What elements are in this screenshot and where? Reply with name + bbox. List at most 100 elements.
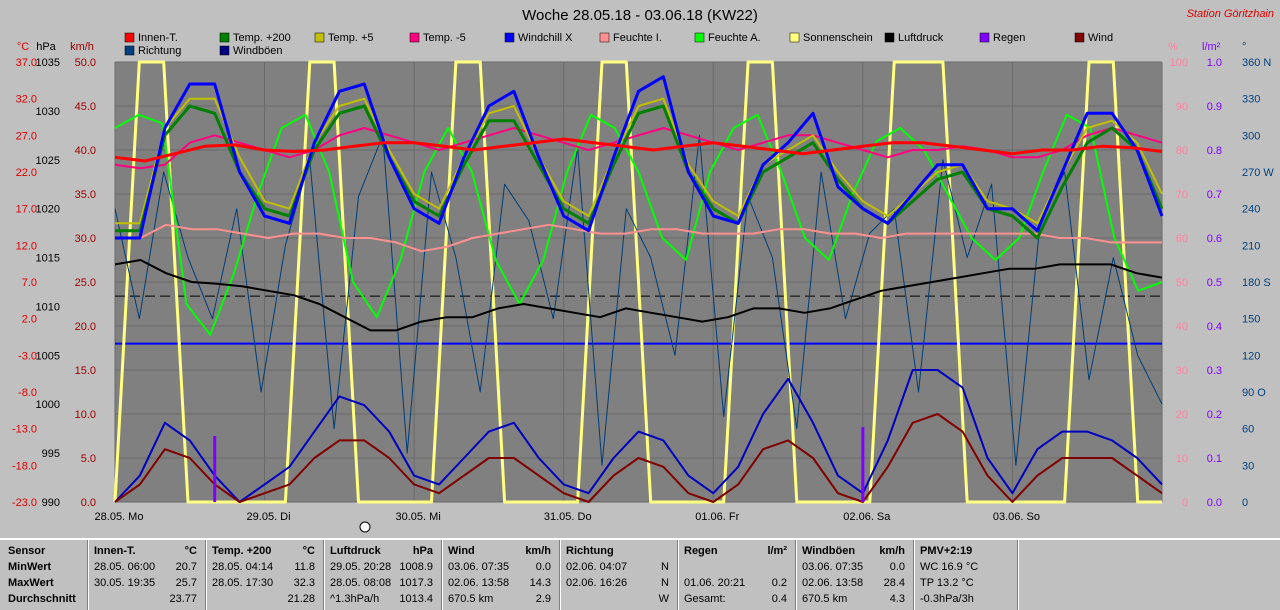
- legend-swatch: [979, 32, 990, 43]
- legend-label: Wind: [1088, 32, 1113, 44]
- axis-left-tick: 15.0: [75, 365, 96, 377]
- series-temp5: [115, 97, 1163, 225]
- axis-left-tick: 5.0: [81, 453, 96, 465]
- axis-left-tick: 1010: [36, 301, 60, 313]
- axis-right-tick: 0.5: [1207, 277, 1222, 289]
- stats-luft-max-time: 28.05. 08:08: [330, 577, 392, 589]
- stats-richtung-title: Richtung: [566, 545, 614, 557]
- axis-right-tick: 50: [1176, 277, 1188, 289]
- series-sonne: [113, 60, 1162, 504]
- series-richtung: [114, 134, 1163, 466]
- axis-left-tick: 1000: [36, 399, 60, 411]
- stats-boeen-unit: km/h: [879, 545, 905, 557]
- stats-innen-unit: °C: [184, 545, 197, 557]
- axis-left-tick: 7.0: [22, 277, 37, 289]
- stats-temp-max-value: 32.3: [293, 577, 315, 589]
- stats-wind-title: Wind: [448, 545, 475, 557]
- axis-left-tick: 1015: [36, 253, 60, 265]
- legend-label: Sonnenschein: [803, 32, 873, 44]
- stats-pmv-min: WC 16.9 °C: [920, 561, 979, 573]
- axis-left-tick: -3.0: [18, 350, 37, 362]
- stats-luft-col: Luftdruck hPa 29.05. 20:28 1008.9 28.05. 0…: [324, 540, 443, 610]
- x-axis-label: 01.06. Fr: [695, 511, 739, 523]
- stats-regen-total: 0.4: [771, 593, 787, 605]
- axis-right-tick: 0.1: [1207, 453, 1222, 465]
- axis-left-tick: 1020: [36, 204, 60, 216]
- axis-left-tick: 995: [42, 448, 60, 460]
- stats-innen-max-time: 30.05. 19:35: [94, 577, 156, 589]
- axis-right-tick: 240: [1242, 204, 1260, 216]
- axis-left-tick: 25.0: [75, 277, 96, 289]
- stats-regen-total-label: Gesamt:: [684, 593, 726, 605]
- stats-sensor-label: Sensor: [8, 545, 46, 557]
- stats-min-label: MinWert: [8, 561, 52, 573]
- stats-regen-col: Regen l/m² 01.06. 20:21 0.2 Gesamt: 0.4: [678, 540, 797, 610]
- stats-richtung-max-time: 02.06. 16:26: [566, 577, 628, 589]
- legend-swatch: [599, 32, 610, 43]
- legend-label: Feuchte A.: [708, 32, 761, 44]
- stats-boeen-min-value: 0.0: [889, 561, 905, 573]
- stats-luft-max-value: 1017.3: [399, 577, 433, 589]
- stats-pmv-avg: -0.3hPa/3h: [920, 593, 974, 605]
- axis-right-tick: 0.4: [1207, 321, 1222, 333]
- x-axis-label: 31.05. Do: [544, 511, 592, 523]
- stats-temp-min-value: 11.8: [294, 561, 315, 573]
- stats-temp-avg: 21.28: [287, 593, 315, 605]
- legend-label: Regen: [993, 32, 1025, 44]
- legend-swatch: [884, 32, 895, 43]
- stats-luft-trend: ^1.3hPa/h: [330, 593, 380, 605]
- stats-luft-title: Luftdruck: [330, 545, 381, 557]
- stats-boeen-max-time: 02.06. 13:58: [802, 577, 864, 589]
- stats-richtung-min-value: N: [661, 561, 669, 573]
- axis-left-tick: 20.0: [75, 321, 96, 333]
- stats-boeen-min-time: 03.06. 07:35: [802, 561, 864, 573]
- axis-right-tick: 150: [1242, 314, 1260, 326]
- axis-left-tick: 1035: [36, 57, 60, 69]
- series-feuchteI: [115, 223, 1162, 253]
- legend-label: Windchill X: [518, 32, 573, 44]
- stats-luft-min-value: 1008.9: [399, 561, 433, 573]
- stats-max-label: MaxWert: [8, 577, 54, 589]
- legend-swatch: [1074, 32, 1085, 43]
- stats-regen-max-time: 01.06. 20:21: [684, 577, 746, 589]
- legend-label: Luftdruck: [898, 32, 944, 44]
- axis-left-tick: 1005: [36, 350, 60, 362]
- axis-right-tick: 0.0: [1207, 497, 1222, 509]
- axis-left-tick: -18.0: [12, 460, 37, 472]
- legend-label: Temp. +200: [233, 32, 291, 44]
- axis-right-tick: 270 W: [1242, 167, 1274, 179]
- axis-left-tick: 45.0: [75, 101, 96, 113]
- axis-left-tick: 10.0: [75, 409, 96, 421]
- axis-right-tick: 0.2: [1207, 409, 1222, 421]
- weather-chart: °C 37.0 32.0 27.0 22.0 17.0 12.0 7.0 2.0 -3.0 -8.0…: [11, 7, 1275, 533]
- stats-wind-avg: 2.9: [535, 593, 551, 605]
- stats-boeen-distance: 670.5 km: [802, 593, 848, 605]
- axis-left-tick: 990: [42, 497, 60, 509]
- stats-wind-col: Wind km/h 03.06. 07:35 0.0 02.06. 13:58 14.…: [442, 540, 561, 610]
- stats-regen-unit: l/m²: [767, 545, 787, 557]
- axis-right-tick: 30: [1242, 460, 1254, 472]
- legend-label: Innen-T.: [138, 32, 178, 44]
- legend-swatch: [504, 32, 515, 43]
- stats-innen-min-time: 28.05. 06:00: [94, 561, 156, 573]
- stats-avg-label: Durchschnitt: [8, 593, 76, 605]
- stats-richtung-avg: W: [658, 593, 669, 605]
- x-axis-label: 03.06. So: [993, 511, 1040, 523]
- axis-right-tick: 60: [1242, 424, 1254, 436]
- axis-left-tick: 27.0: [16, 130, 37, 142]
- axes-layer: °C 37.0 32.0 27.0 22.0 17.0 12.0 7.0 2.0 -3.0 -8.0…: [12, 41, 1274, 523]
- stats-wind-max-time: 02.06. 13:58: [448, 577, 510, 589]
- axis-right-tick: 40: [1176, 321, 1188, 333]
- time-slider-handle[interactable]: [359, 521, 371, 533]
- stats-wind-max-value: 14.3: [529, 577, 551, 589]
- axis-left-unit: km/h: [70, 41, 94, 53]
- axis-left-tick: 1030: [36, 106, 60, 118]
- series-luftdruck: [114, 259, 1163, 332]
- stats-boeen-title: Windböen: [802, 545, 856, 557]
- x-axis-label: 29.05. Di: [247, 511, 291, 523]
- axis-left-tick: 0.0: [81, 497, 96, 509]
- stats-innen-max-value: 25.7: [175, 577, 197, 589]
- axis-right-tick: 300: [1242, 130, 1260, 142]
- series-wind: [114, 413, 1163, 503]
- stats-richtung-col: Richtung 02.06. 04:07 N 02.06. 16:26 N W: [560, 540, 679, 610]
